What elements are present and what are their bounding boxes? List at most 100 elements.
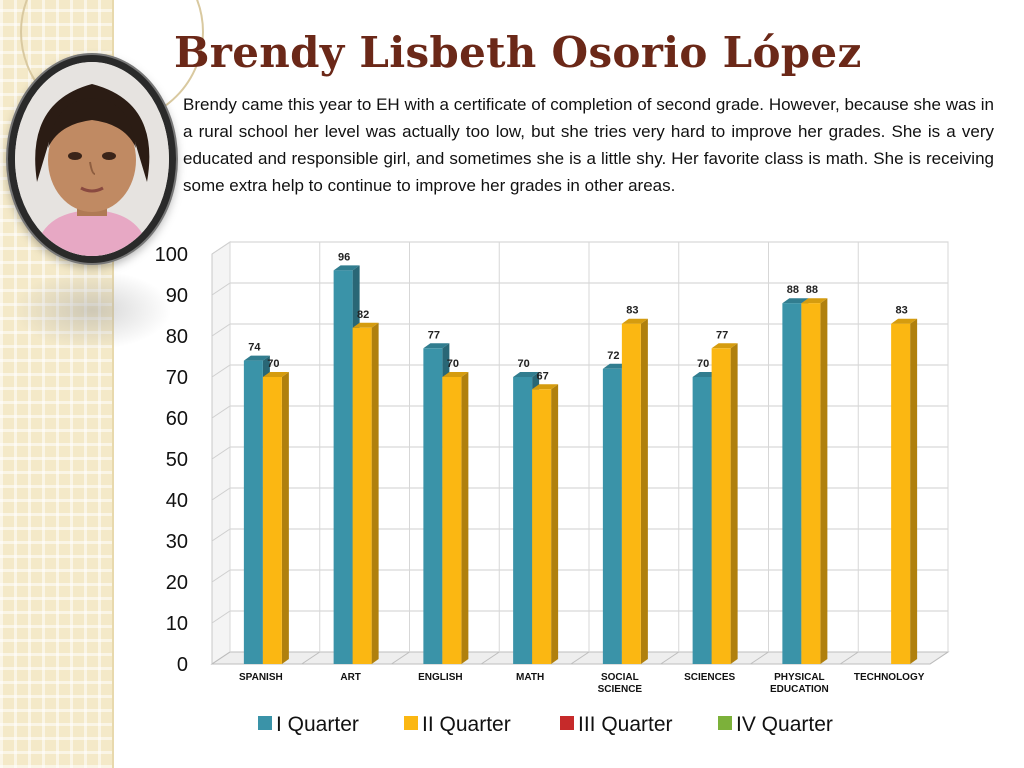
bar-side bbox=[910, 318, 918, 664]
y-tick-label: 100 bbox=[155, 244, 188, 266]
legend-label: IV Quarter bbox=[736, 713, 833, 736]
bar-top bbox=[621, 318, 648, 324]
data-label: 83 bbox=[896, 305, 908, 317]
floor-divider bbox=[480, 651, 500, 665]
student-photo-frame bbox=[8, 55, 176, 263]
data-label: 70 bbox=[447, 358, 459, 370]
legend-swatch bbox=[718, 716, 732, 730]
floor-divider bbox=[570, 651, 590, 665]
bar-front bbox=[891, 323, 911, 664]
y-tick-label: 30 bbox=[166, 531, 188, 553]
y-tick-label: 20 bbox=[166, 572, 188, 594]
bar-top bbox=[782, 298, 809, 304]
data-label: 70 bbox=[697, 358, 709, 370]
bar-front bbox=[442, 377, 462, 664]
floor-divider bbox=[391, 651, 410, 665]
bar-side bbox=[551, 384, 559, 664]
y-tick-label: 70 bbox=[166, 367, 188, 389]
legend-swatch bbox=[404, 716, 418, 730]
bar-front bbox=[801, 303, 821, 664]
data-label: 74 bbox=[248, 342, 261, 354]
data-label: 77 bbox=[716, 329, 728, 341]
bar-front bbox=[352, 327, 372, 664]
bar-front bbox=[243, 360, 263, 664]
data-label: 67 bbox=[537, 370, 549, 382]
bar-ii-quarter bbox=[442, 372, 469, 664]
category-label: SPANISH bbox=[239, 672, 283, 683]
bar-side bbox=[281, 372, 289, 664]
legend-item: IV Quarter bbox=[718, 713, 833, 736]
legend-swatch bbox=[258, 716, 272, 730]
category-label: SCIENCE bbox=[598, 684, 643, 695]
floor-divider bbox=[750, 651, 769, 665]
bar-ii-quarter bbox=[262, 372, 289, 664]
side-edge-line bbox=[112, 0, 114, 768]
category-label: ENGLISH bbox=[418, 672, 462, 683]
bar-ii-quarter bbox=[891, 318, 918, 664]
bar-top bbox=[891, 318, 918, 324]
y-tick-label: 90 bbox=[166, 285, 188, 307]
bar-top bbox=[711, 343, 738, 349]
student-description: Brendy came this year to EH with a certi… bbox=[183, 95, 994, 195]
legend-swatch bbox=[560, 716, 574, 730]
floor-divider bbox=[301, 651, 321, 665]
floor-divider bbox=[929, 651, 949, 665]
category-label: SCIENCES bbox=[684, 672, 735, 683]
bar-top bbox=[513, 372, 540, 377]
chart-grid bbox=[210, 241, 950, 665]
shadow-decoration bbox=[12, 270, 172, 350]
y-tick-label: 0 bbox=[177, 654, 188, 676]
student-photo-illustration bbox=[15, 62, 169, 256]
student-photo bbox=[15, 62, 169, 256]
bar-front bbox=[423, 348, 443, 664]
data-label: 82 bbox=[357, 309, 369, 321]
bar-top bbox=[801, 298, 828, 304]
floor-divider bbox=[839, 651, 859, 665]
category-label: MATH bbox=[516, 672, 544, 683]
y-axis: 0 10 20 30 40 50 60 70 80 90 100 bbox=[155, 244, 188, 676]
bar-front bbox=[602, 368, 622, 664]
bar-side bbox=[640, 318, 648, 664]
data-label: 70 bbox=[267, 358, 279, 370]
page-title: Brendy Lisbeth Osorio López bbox=[174, 28, 862, 77]
bar-side bbox=[371, 322, 379, 664]
category-label: PHYSICAL bbox=[774, 672, 825, 683]
legend-label: I Quarter bbox=[276, 713, 359, 736]
y-tick-label: 80 bbox=[166, 326, 188, 348]
data-label: 96 bbox=[338, 251, 350, 263]
y-tick-label: 60 bbox=[166, 408, 188, 430]
bars bbox=[243, 265, 918, 664]
category-label: SOCIAL bbox=[601, 672, 639, 683]
bar-front bbox=[262, 377, 282, 664]
y-tick-label: 10 bbox=[166, 613, 188, 635]
bar-front bbox=[621, 323, 641, 664]
bar-ii-quarter bbox=[621, 318, 648, 664]
bar-front bbox=[782, 303, 802, 664]
floor-divider bbox=[660, 651, 680, 665]
bar-top bbox=[423, 343, 450, 349]
bar-ii-quarter bbox=[711, 343, 738, 664]
floor-divider bbox=[211, 651, 231, 665]
category-label: EDUCATION bbox=[770, 684, 829, 695]
bar-ii-quarter bbox=[532, 384, 559, 664]
category-label: TECHNOLOGY bbox=[854, 672, 925, 683]
bar-side bbox=[730, 343, 738, 664]
bar-top bbox=[352, 322, 379, 328]
data-label: 77 bbox=[428, 329, 440, 341]
bar-top bbox=[442, 372, 469, 377]
legend: I Quarter II Quarter III Quarter IV Quarter bbox=[258, 713, 833, 736]
legend-item: I Quarter bbox=[258, 713, 359, 736]
data-labels: 74 70 96 82 77 70 70 67 72 83 70 77 88 88 83 bbox=[248, 251, 908, 382]
legend-item: III Quarter bbox=[560, 713, 673, 736]
bar-front bbox=[513, 377, 533, 664]
y-tick-label: 50 bbox=[166, 449, 188, 471]
data-label: 88 bbox=[806, 284, 818, 296]
bar-side bbox=[461, 372, 469, 664]
bar-side bbox=[820, 298, 828, 664]
bar-top bbox=[262, 372, 289, 377]
bar-top bbox=[333, 265, 360, 271]
bar-top bbox=[243, 355, 270, 361]
data-label: 88 bbox=[787, 284, 799, 296]
